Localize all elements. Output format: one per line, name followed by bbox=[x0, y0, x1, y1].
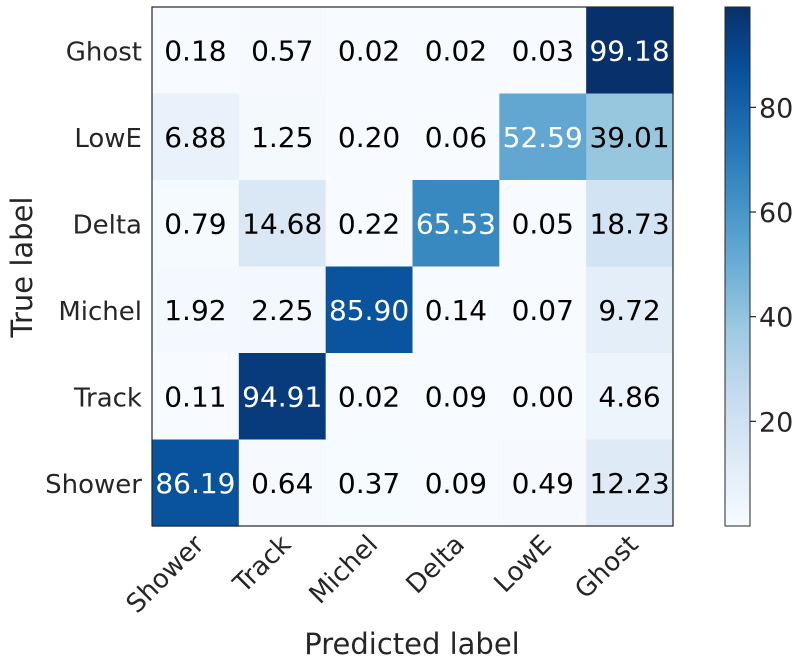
heatmap-cell bbox=[499, 93, 587, 181]
cell-value-label: 0.03 bbox=[512, 34, 574, 67]
heatmap-cell bbox=[586, 7, 674, 95]
heatmap-cell bbox=[499, 439, 587, 527]
cell-value-label: 4.86 bbox=[598, 380, 660, 413]
heatmap-cell bbox=[586, 266, 674, 354]
y-tick-label: Ghost bbox=[66, 37, 142, 67]
cell-value-label: 12.23 bbox=[589, 467, 669, 500]
y-axis-label: True label bbox=[5, 197, 39, 339]
heatmap-cell bbox=[325, 439, 414, 527]
heatmap-cell bbox=[238, 7, 327, 95]
heatmap-cell bbox=[412, 266, 500, 354]
heatmap-cell bbox=[412, 7, 500, 95]
x-tick-label: Ghost bbox=[569, 530, 644, 605]
colorbar bbox=[724, 6, 751, 527]
y-tick-label: Michel bbox=[58, 297, 142, 327]
heatmap-cells: 0.18 0.57 0.02 0.02 0.03 99.18 6.88 1.25 0.20 0.0… bbox=[152, 7, 674, 527]
heatmap-cell bbox=[152, 7, 240, 95]
x-tick-label: Michel bbox=[304, 530, 384, 610]
heatmap-cell bbox=[412, 353, 500, 441]
heatmap-cell bbox=[412, 93, 500, 181]
heatmap-cell bbox=[238, 93, 327, 181]
heatmap-cell bbox=[325, 266, 414, 354]
cell-value-label: 94.91 bbox=[242, 380, 322, 413]
heatmap-cell bbox=[325, 7, 414, 95]
y-tick-label: Delta bbox=[73, 210, 142, 240]
cell-value-label: 39.01 bbox=[589, 121, 669, 154]
cell-value-label: 0.09 bbox=[425, 467, 487, 500]
cell-value-label: 0.02 bbox=[338, 34, 400, 67]
colorbar-tick-label: 40 bbox=[759, 303, 793, 334]
colorbar-tick-label: 20 bbox=[759, 407, 793, 438]
cell-value-label: 99.18 bbox=[589, 34, 669, 67]
heatmap-cell bbox=[325, 180, 414, 268]
cell-value-label: 0.64 bbox=[251, 467, 313, 500]
y-tick-label: LowE bbox=[74, 124, 142, 154]
colorbar-ticks: 20 40 60 80 bbox=[750, 93, 793, 438]
heatmap-cell bbox=[499, 180, 587, 268]
heatmap-cell bbox=[238, 266, 327, 354]
cell-value-label: 9.72 bbox=[598, 294, 660, 327]
cell-value-label: 0.14 bbox=[425, 294, 487, 327]
heatmap-cell bbox=[586, 93, 674, 181]
heatmap-cell bbox=[325, 353, 414, 441]
heatmap-cell bbox=[152, 93, 240, 181]
cell-value-label: 14.68 bbox=[242, 207, 322, 240]
cell-value-label: 0.09 bbox=[425, 380, 487, 413]
cell-value-label: 18.73 bbox=[589, 207, 669, 240]
cell-value-label: 2.25 bbox=[251, 294, 313, 327]
cell-value-label: 0.02 bbox=[338, 380, 400, 413]
x-tick-label: LowE bbox=[489, 530, 558, 599]
colorbar-tick-label: 60 bbox=[759, 198, 793, 229]
x-tick-label: Shower bbox=[121, 530, 211, 620]
x-tick-labels: Shower Track Michel Delta LowE Ghost bbox=[121, 530, 645, 620]
heatmap-cell bbox=[152, 266, 240, 354]
cell-value-label: 85.90 bbox=[329, 294, 409, 327]
cell-value-label: 0.02 bbox=[425, 34, 487, 67]
cell-value-label: 0.37 bbox=[338, 467, 400, 500]
cell-value-label: 1.25 bbox=[251, 121, 313, 154]
heatmap-cell bbox=[152, 439, 240, 527]
x-axis-label: Predicted label bbox=[304, 627, 520, 661]
cell-value-label: 0.49 bbox=[512, 467, 574, 500]
cell-value-label: 0.11 bbox=[164, 380, 226, 413]
heatmap-cell bbox=[325, 93, 414, 181]
cell-value-label: 0.07 bbox=[512, 294, 574, 327]
y-tick-label: Track bbox=[73, 383, 142, 413]
heatmap-cell bbox=[499, 7, 587, 95]
cell-value-label: 0.22 bbox=[338, 207, 400, 240]
heatmap-cell bbox=[238, 439, 327, 527]
cell-value-label: 6.88 bbox=[164, 121, 226, 154]
x-tick-label: Delta bbox=[401, 530, 471, 600]
cell-value-label: 0.79 bbox=[164, 207, 226, 240]
plot-frame bbox=[151, 6, 674, 527]
heatmap-cell bbox=[412, 439, 500, 527]
heatmap-cell bbox=[586, 180, 674, 268]
cell-value-label: 52.59 bbox=[503, 121, 583, 154]
y-tick-labels: Ghost LowE Delta Michel Track Shower bbox=[45, 37, 142, 500]
heatmap-cell bbox=[238, 353, 327, 441]
heatmap-cell bbox=[152, 353, 240, 441]
heatmap-cell bbox=[238, 180, 327, 268]
cell-value-label: 65.53 bbox=[416, 207, 496, 240]
heatmap-cell bbox=[499, 353, 587, 441]
x-tick-label: Track bbox=[227, 530, 297, 600]
heatmap-cell bbox=[412, 180, 500, 268]
cell-value-label: 1.92 bbox=[164, 294, 226, 327]
cell-value-label: 0.00 bbox=[512, 380, 574, 413]
heatmap-cell bbox=[586, 439, 674, 527]
heatmap-cell bbox=[586, 353, 674, 441]
cell-value-label: 0.06 bbox=[425, 121, 487, 154]
cell-value-label: 86.19 bbox=[155, 467, 235, 500]
cell-value-label: 0.18 bbox=[164, 34, 226, 67]
cell-value-label: 0.05 bbox=[512, 207, 574, 240]
cell-value-label: 0.20 bbox=[338, 121, 400, 154]
cell-value-label: 0.57 bbox=[251, 34, 313, 67]
heatmap-cell bbox=[499, 266, 587, 354]
heatmap-cell bbox=[152, 180, 240, 268]
colorbar-tick-label: 80 bbox=[759, 93, 793, 124]
y-tick-label: Shower bbox=[45, 470, 142, 500]
